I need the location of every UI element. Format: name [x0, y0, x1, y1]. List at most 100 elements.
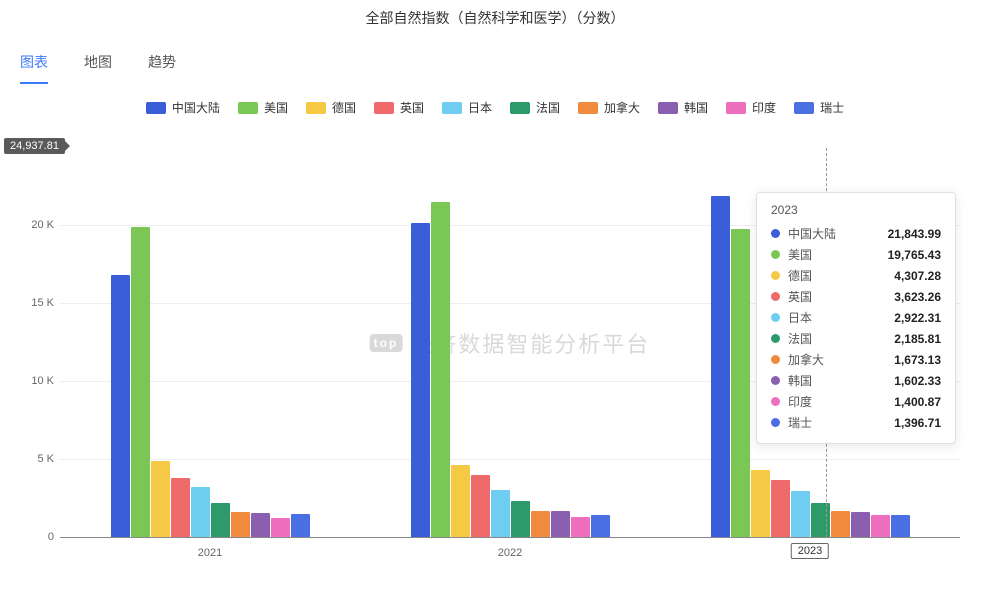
bar[interactable]	[511, 501, 530, 537]
tooltip-row: 法国 2,185.81	[771, 328, 941, 349]
legend-item-3[interactable]: 英国	[374, 99, 424, 116]
chart-area: 24,937.81 top 经济数据智能分析平台 05 K10 K15 K20 …	[40, 148, 960, 568]
bar[interactable]	[751, 470, 770, 537]
y-tick-label: 20 K	[20, 219, 54, 231]
bar[interactable]	[251, 513, 270, 537]
tooltip-series-name: 韩国	[788, 372, 812, 389]
legend-swatch	[510, 102, 530, 114]
legend-swatch	[146, 102, 166, 114]
bar[interactable]	[711, 196, 730, 537]
tooltip-row: 中国大陆 21,843.99	[771, 223, 941, 244]
legend-label: 英国	[400, 99, 424, 116]
legend-label: 韩国	[684, 99, 708, 116]
y-tick-label: 0	[20, 531, 54, 543]
bar[interactable]	[191, 487, 210, 537]
tooltip-series-name: 法国	[788, 330, 812, 347]
bar[interactable]	[731, 229, 750, 537]
legend-item-6[interactable]: 加拿大	[578, 99, 640, 116]
x-group-2021: 2021	[60, 148, 360, 537]
bar[interactable]	[291, 514, 310, 537]
y-peak-badge: 24,937.81	[4, 138, 65, 154]
bar[interactable]	[771, 480, 790, 537]
tab-2[interactable]: 趋势	[148, 52, 176, 84]
tooltip-dot	[771, 229, 780, 238]
tooltip: 2023 中国大陆21,843.99美国19,765.43德国4,307.28英…	[756, 192, 956, 444]
tooltip-series-value: 1,602.33	[894, 374, 941, 388]
bar[interactable]	[471, 475, 490, 537]
tooltip-series-value: 21,843.99	[888, 227, 941, 241]
bar[interactable]	[431, 202, 450, 537]
tooltip-row: 美国19,765.43	[771, 244, 941, 265]
bar[interactable]	[791, 491, 810, 537]
legend-label: 日本	[468, 99, 492, 116]
legend-label: 德国	[332, 99, 356, 116]
bar[interactable]	[551, 511, 570, 537]
legend-item-5[interactable]: 法国	[510, 99, 560, 116]
tooltip-dot	[771, 355, 780, 364]
legend-label: 美国	[264, 99, 288, 116]
bar[interactable]	[151, 461, 170, 537]
view-tabs: 图表 地图 趋势	[0, 28, 990, 85]
tooltip-dot	[771, 313, 780, 322]
legend-item-8[interactable]: 印度	[726, 99, 776, 116]
tooltip-series-value: 4,307.28	[894, 269, 941, 283]
bar[interactable]	[571, 517, 590, 537]
tooltip-series-value: 2,185.81	[894, 332, 941, 346]
tooltip-series-value: 1,673.13	[894, 353, 941, 367]
tooltip-series-name: 印度	[788, 393, 812, 410]
bar[interactable]	[411, 223, 430, 537]
bar[interactable]	[851, 512, 870, 537]
legend-item-0[interactable]: 中国大陆	[146, 99, 220, 116]
x-group-2022: 2022	[360, 148, 660, 537]
tooltip-dot	[771, 271, 780, 280]
bar[interactable]	[871, 515, 890, 537]
tooltip-dot	[771, 250, 780, 259]
legend-label: 印度	[752, 99, 776, 116]
legend-swatch	[726, 102, 746, 114]
tooltip-row: 瑞士 1,396.71	[771, 412, 941, 433]
bar[interactable]	[111, 275, 130, 537]
tooltip-series-name: 中国大陆	[788, 225, 836, 242]
bar[interactable]	[531, 511, 550, 537]
bar[interactable]	[211, 503, 230, 537]
legend-swatch	[578, 102, 598, 114]
legend-label: 加拿大	[604, 99, 640, 116]
legend-swatch	[658, 102, 678, 114]
tooltip-series-name: 德国	[788, 267, 812, 284]
tooltip-series-value: 1,400.87	[894, 395, 941, 409]
x-tick-label: 2023	[791, 543, 829, 559]
tooltip-row: 日本2,922.31	[771, 307, 941, 328]
bar[interactable]	[831, 511, 850, 537]
tooltip-dot	[771, 334, 780, 343]
y-tick-label: 5 K	[20, 453, 54, 465]
tooltip-row: 德国 4,307.28	[771, 265, 941, 286]
tooltip-dot	[771, 397, 780, 406]
legend-item-1[interactable]: 美国	[238, 99, 288, 116]
legend-item-9[interactable]: 瑞士	[794, 99, 844, 116]
legend: 中国大陆 美国 德国 英国 日本 法国 加拿大 韩国 印度 瑞士	[0, 85, 990, 122]
legend-item-7[interactable]: 韩国	[658, 99, 708, 116]
bar[interactable]	[451, 465, 470, 537]
legend-label: 法国	[536, 99, 560, 116]
y-tick-label: 10 K	[20, 375, 54, 387]
bar[interactable]	[271, 518, 290, 537]
bar[interactable]	[231, 512, 250, 537]
tooltip-dot	[771, 418, 780, 427]
bar[interactable]	[171, 478, 190, 537]
bar[interactable]	[491, 490, 510, 537]
bar[interactable]	[591, 515, 610, 537]
tooltip-series-name: 瑞士	[788, 414, 812, 431]
legend-item-4[interactable]: 日本	[442, 99, 492, 116]
tab-1[interactable]: 地图	[84, 52, 112, 84]
bar[interactable]	[131, 227, 150, 537]
legend-item-2[interactable]: 德国	[306, 99, 356, 116]
tooltip-series-name: 美国	[788, 246, 812, 263]
tab-0[interactable]: 图表	[20, 52, 48, 84]
x-tick-label: 2022	[360, 547, 660, 559]
tooltip-series-value: 1,396.71	[894, 416, 941, 430]
legend-swatch	[374, 102, 394, 114]
tooltip-row: 加拿大1,673.13	[771, 349, 941, 370]
bar[interactable]	[891, 515, 910, 537]
tooltip-dot	[771, 376, 780, 385]
legend-label: 瑞士	[820, 99, 844, 116]
